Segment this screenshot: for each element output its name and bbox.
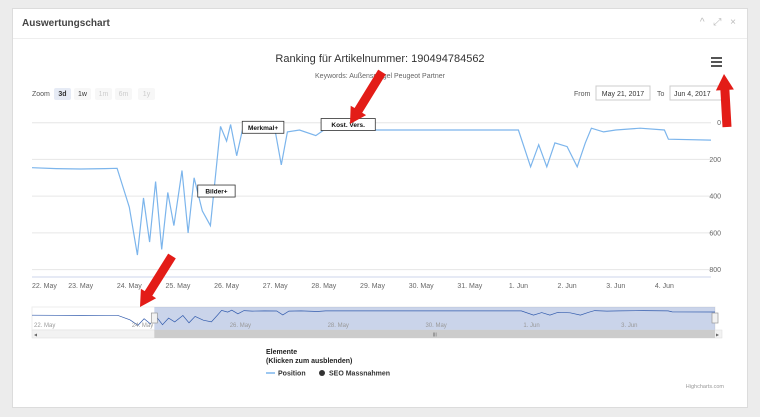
to-date-input[interactable]: Jun 4, 2017 [669, 85, 723, 101]
navigator-tick-label: 28. May [328, 323, 349, 329]
zoom-button-bg [54, 88, 71, 100]
navigator-tick-label: 24. May [132, 323, 153, 329]
navigator-tick-label: 1. Jun [523, 323, 539, 329]
red-arrow-annotation [715, 74, 734, 128]
navigator-tick-label: 3. Jun [621, 323, 637, 329]
from-date-input[interactable]: May 21, 2017 [595, 85, 651, 101]
flag-label: Kost. Vers. [331, 122, 365, 129]
zoom-button-1m[interactable]: 1m [95, 88, 112, 100]
from-label: From [574, 91, 591, 98]
red-arrow-annotation [350, 69, 386, 124]
series-line-position [31, 124, 712, 256]
to-input-value: Jun 4, 2017 [674, 91, 711, 98]
zoom-label: Zoom [32, 91, 50, 98]
panel-tools[interactable]: ^ ⤢ × [700, 17, 739, 28]
zoom-button-1y[interactable]: 1y [138, 88, 155, 100]
x-tick-label: 28. May [311, 283, 336, 290]
zoom-button-label: 6m [119, 91, 129, 98]
x-tick-label: 26. May [214, 283, 239, 290]
x-tick-label: 30. May [409, 283, 434, 290]
navigator-selection[interactable] [154, 307, 715, 330]
zoom-button-bg [115, 88, 132, 100]
x-tick-label: 25. May [165, 283, 190, 290]
legend-circle-symbol [319, 370, 325, 376]
close-icon[interactable]: × [730, 17, 739, 28]
zoom-button-label: 1m [99, 91, 109, 98]
zoom-button-bg [138, 88, 155, 100]
navigator[interactable]: 22. May 24. May 26. May 28. May 30. May 1. Ju… [31, 306, 719, 331]
flag-marker[interactable]: Merkmal+ [241, 120, 285, 134]
expand-icon[interactable]: ⤢ [713, 17, 725, 28]
y-tick-label: 800 [709, 267, 721, 274]
panel-title: Auswertungschart [22, 18, 110, 29]
scroll-left-icon: ◂ [34, 333, 37, 339]
to-label: To [657, 91, 665, 98]
zoom-button-6m[interactable]: 6m [115, 88, 132, 100]
zoom-button-label: 1w [78, 91, 88, 98]
legend-subtitle: (Klicken zum ausblenden) [266, 358, 352, 365]
scrollbar-thumb[interactable] [154, 330, 715, 338]
collapse-icon[interactable]: ^ [699, 17, 708, 28]
from-input-box [595, 85, 651, 101]
hamburger-menu-icon[interactable] [711, 57, 722, 67]
flag-box [197, 184, 236, 198]
zoom-button-label: 3d [58, 91, 66, 98]
chart-title: Ranking für Artikelnummer: 190494784562 [275, 53, 484, 65]
x-tick-label: 31. May [457, 283, 482, 290]
zoom-button-1w[interactable]: 1w [74, 88, 91, 100]
navigator-handle[interactable] [150, 312, 158, 324]
zoom-button-bg [95, 88, 112, 100]
menu-bar [711, 57, 722, 59]
flag-label: Bilder+ [205, 189, 227, 196]
x-tick-label: 24. May [117, 283, 142, 290]
y-tick-label: 200 [709, 157, 721, 164]
x-tick-label: 3. Jun [606, 283, 625, 290]
navigator-handle[interactable] [711, 312, 719, 324]
flag-box [241, 120, 285, 134]
navigator-tick-label: 30. May [425, 323, 446, 329]
flag-marker[interactable]: Bilder+ [197, 184, 236, 198]
scroll-right-icon: ▸ [716, 333, 719, 339]
scrollbar[interactable]: III ◂ ▸ [31, 329, 723, 339]
zoom-button-bg [74, 88, 91, 100]
navigator-tick-label: 22. May [34, 323, 55, 329]
zoom-button-label: 1y [143, 91, 151, 98]
x-tick-label: 23. May [68, 283, 93, 290]
legend-item-position[interactable]: Position [266, 371, 306, 378]
navigator-tick-label: 26. May [230, 323, 251, 329]
x-tick-label: 22. May [32, 283, 57, 290]
scrollbar-grip: III [433, 333, 437, 339]
legend-item-seo-massnahmen[interactable]: SEO Massnahmen [319, 370, 390, 378]
x-tick-label: 1. Jun [509, 283, 528, 290]
x-tick-label: 29. May [360, 283, 385, 290]
legend-item-label: Position [278, 371, 306, 378]
x-tick-label: 27. May [263, 283, 288, 290]
from-input-value: May 21, 2017 [602, 91, 645, 98]
navigator-handle-box [711, 312, 719, 324]
legend-item-label: SEO Massnahmen [329, 371, 390, 378]
flag-marker[interactable]: Kost. Vers. [320, 118, 376, 131]
legend-title: Elemente [266, 349, 297, 356]
credits-link: Highcharts.com [686, 384, 725, 390]
y-tick-label: 600 [709, 230, 721, 237]
x-tick-label: 4. Jun [655, 283, 674, 290]
y-tick-label: 0 [717, 120, 721, 127]
navigator-handle-box [150, 312, 158, 324]
panel-header: Auswertungschart ^ ⤢ × [13, 9, 747, 39]
menu-bar [711, 65, 722, 67]
flag-label: Merkmal+ [248, 125, 278, 132]
menu-bar [711, 61, 722, 63]
flag-box [320, 118, 376, 131]
red-arrow-annotation [140, 253, 176, 307]
zoom-button-3d[interactable]: 3d [54, 88, 71, 100]
y-tick-label: 400 [709, 194, 721, 201]
x-tick-label: 2. Jun [558, 283, 577, 290]
